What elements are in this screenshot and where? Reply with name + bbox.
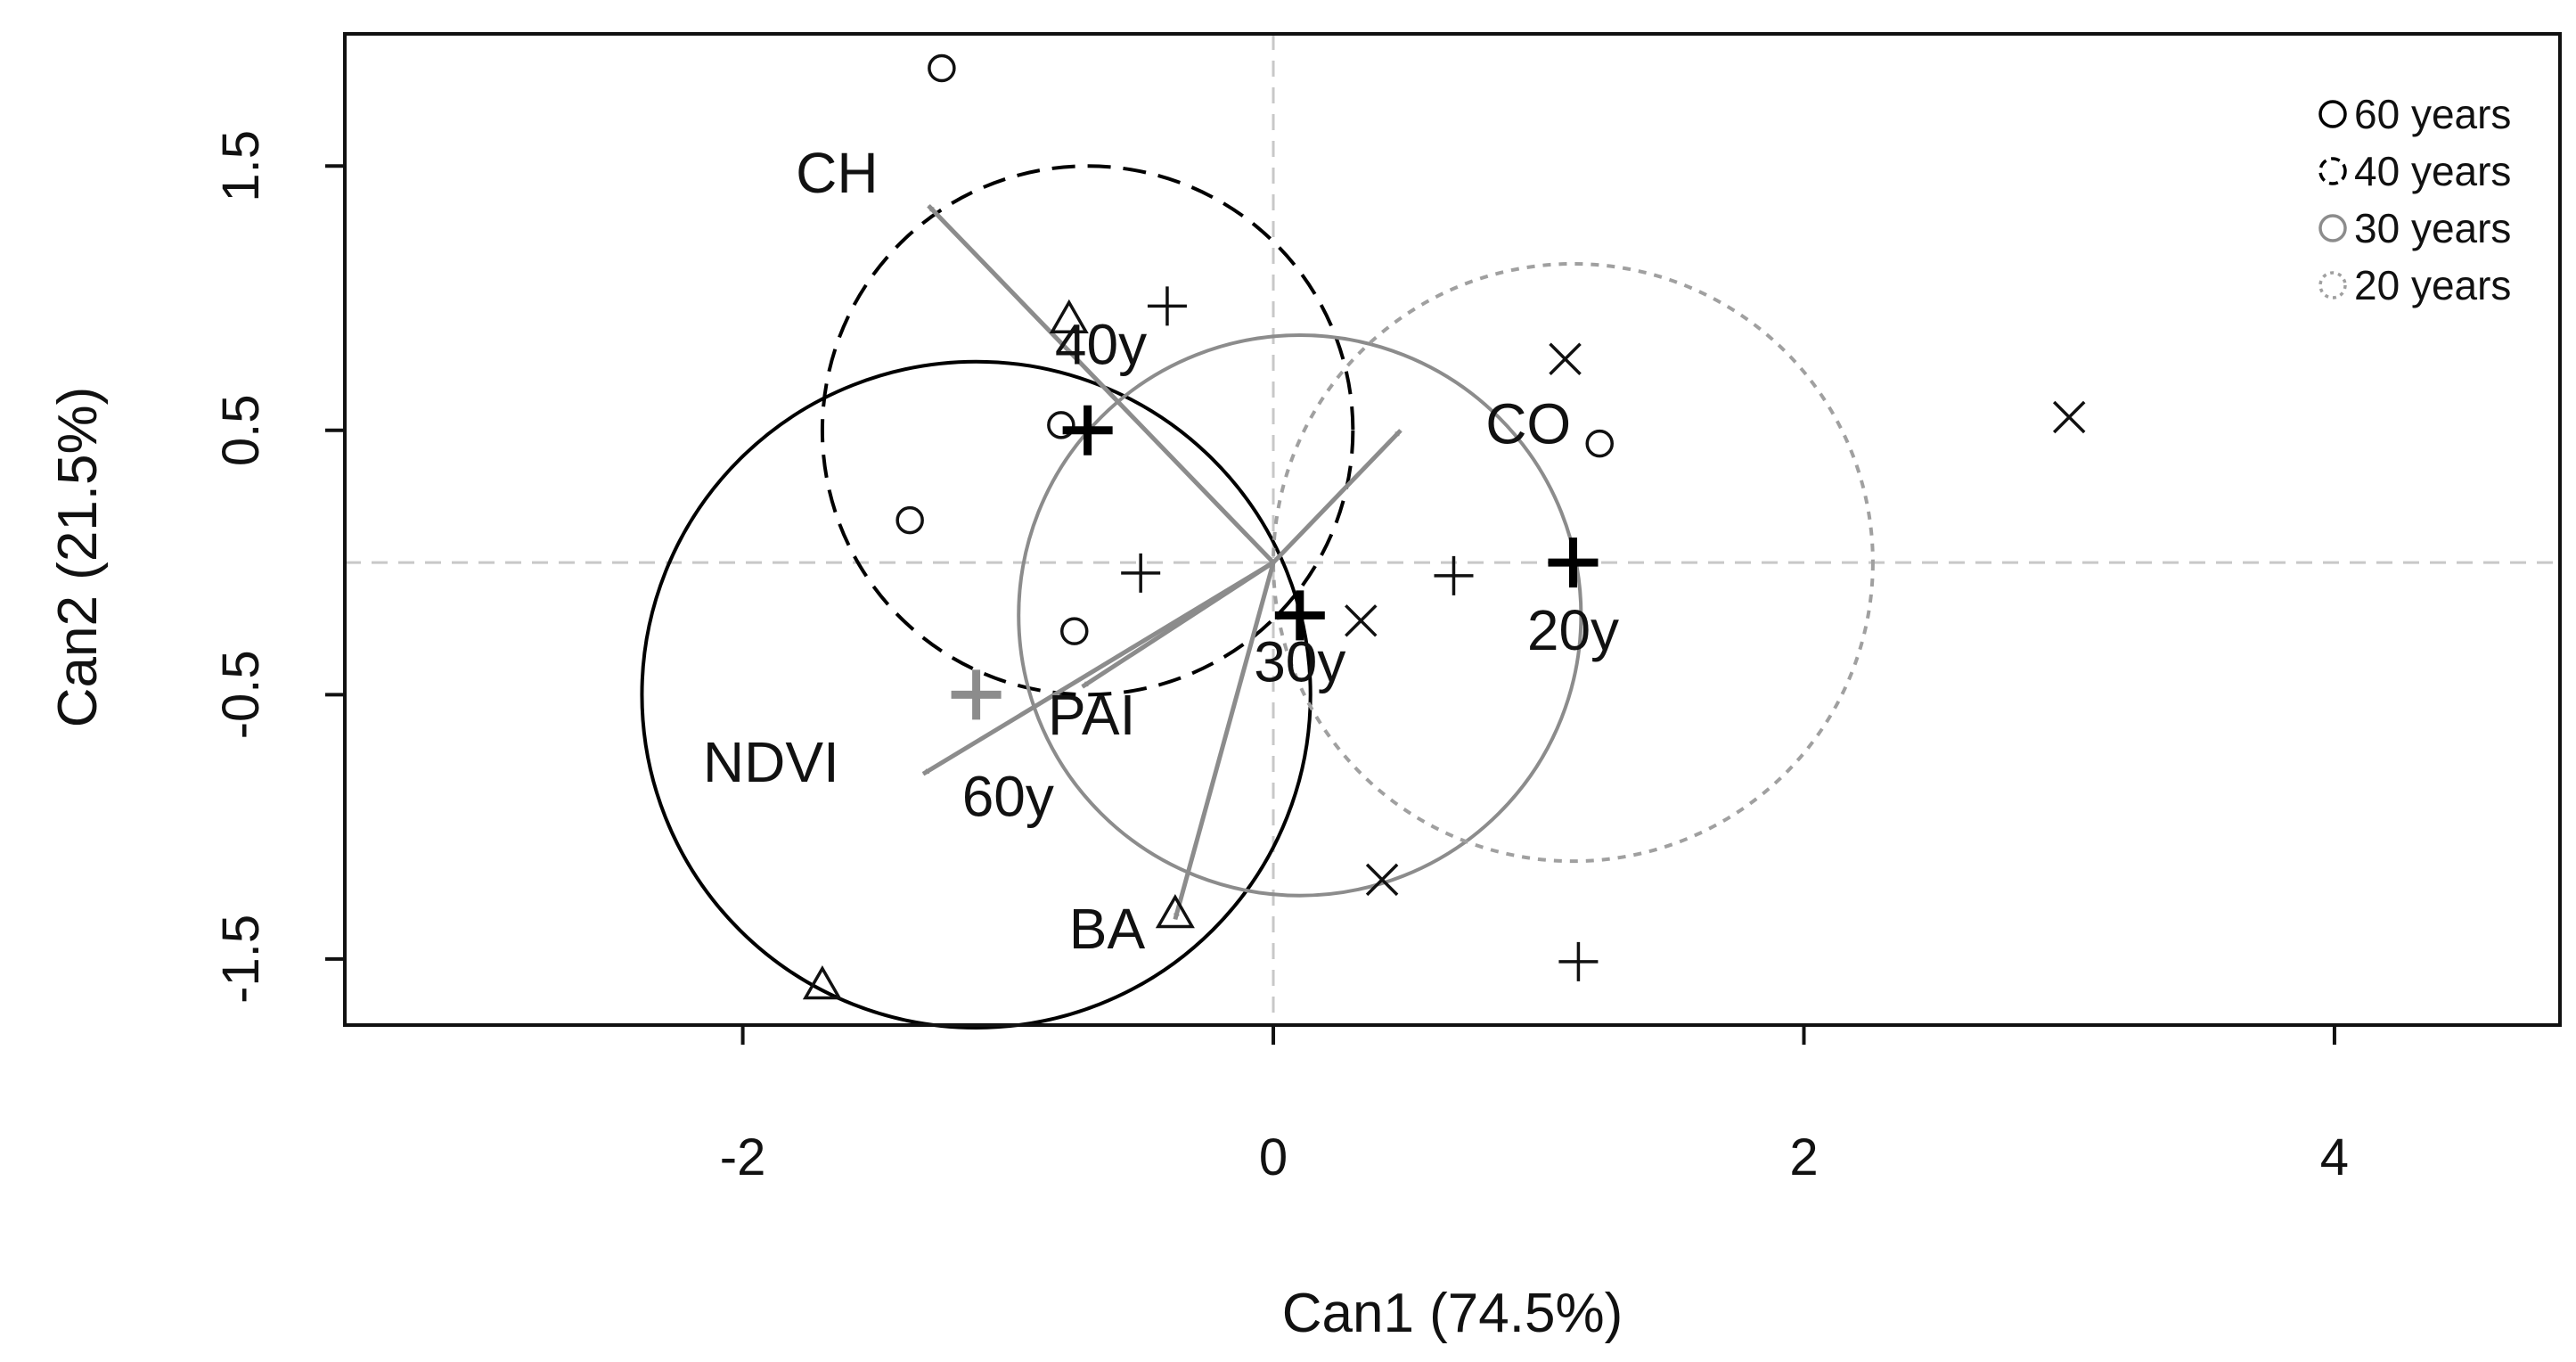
point-plus: [1558, 941, 1599, 981]
point-triangle: [1155, 893, 1195, 929]
vector-label-ndvi: NDVI: [703, 730, 839, 794]
vector-label-ba: BA: [1069, 897, 1146, 961]
y-tick-label: 1.5: [212, 130, 270, 202]
x-tick-label: -2: [720, 1128, 766, 1186]
group-label-30y: 30y: [1254, 630, 1345, 694]
point-circle: [1047, 411, 1075, 439]
legend-symbol-2: [2318, 214, 2347, 242]
y-tick-label: -0.5: [212, 650, 270, 739]
legend-symbol-0: [2318, 100, 2347, 128]
ellipse-20y: [1272, 261, 1875, 864]
legend-label: 40 years: [2354, 148, 2511, 194]
point-plus: [1434, 555, 1474, 595]
point-cross: [1345, 604, 1378, 637]
point-triangle: [1049, 299, 1089, 334]
legend-label: 20 years: [2354, 262, 2511, 308]
x-axis-label: Can1 (74.5%): [1282, 1283, 1623, 1344]
y-tick-label: -1.5: [212, 915, 270, 1004]
vector-arrow-ch: [927, 204, 1275, 564]
centroid-60y: [951, 669, 1002, 720]
centroid-30y: [1274, 590, 1325, 641]
group-label-60y: 60y: [962, 765, 1054, 829]
plot-frame: [343, 32, 2562, 1027]
point-cross: [1365, 863, 1399, 897]
point-circle: [895, 505, 924, 535]
point-circle: [928, 53, 956, 83]
point-circle: [1059, 617, 1089, 645]
x-tick-label: 2: [1789, 1128, 1818, 1186]
point-cross: [2052, 400, 2086, 434]
y-axis: -1.5 -0.5 0.5 1.5: [212, 130, 345, 1004]
point-plus: [1147, 286, 1187, 326]
vector-label-ch: CH: [796, 141, 878, 205]
x-axis: -2 0 2 4: [720, 1025, 2349, 1186]
legend-symbol-3: [2318, 271, 2347, 299]
y-tick-label: 0.5: [212, 394, 270, 466]
y-axis-label: Can2 (21.5%): [47, 387, 109, 728]
point-plus: [1121, 553, 1161, 593]
centroid-20y: [1548, 537, 1599, 588]
vector-arrow-ndvi: [921, 560, 1275, 776]
ellipse-40y: [820, 164, 1355, 697]
variable-vectors: [921, 204, 1402, 921]
group-label-20y: 20y: [1527, 598, 1619, 662]
data-points: [802, 53, 2086, 1000]
legend: 60 years 40 years 30 years 20 years: [2318, 91, 2511, 308]
centroid-40y: [1062, 405, 1113, 455]
group-centroids: [951, 405, 1599, 720]
x-tick-label: 0: [1259, 1128, 1288, 1186]
annotation-labels: CH CO PAI NDVI BA 40y 30y 20y 60y: [703, 141, 1619, 961]
group-ellipses: [640, 164, 1875, 1030]
point-cross: [1549, 342, 1582, 375]
point-circle: [1585, 429, 1614, 458]
x-tick-label: 4: [2320, 1128, 2349, 1186]
vector-arrow-co: [1272, 429, 1402, 564]
legend-label: 60 years: [2354, 91, 2511, 137]
legend-symbol-1: [2318, 157, 2347, 185]
legend-label: 30 years: [2354, 205, 2511, 251]
ellipse-30y: [1017, 333, 1583, 898]
point-triangle: [802, 965, 842, 1000]
ellipse-60y: [640, 359, 1313, 1030]
vector-label-co: CO: [1485, 392, 1571, 456]
vector-label-pai: PAI: [1048, 683, 1135, 747]
group-label-40y: 40y: [1055, 313, 1147, 377]
vector-arrow-ba: [1173, 562, 1276, 921]
